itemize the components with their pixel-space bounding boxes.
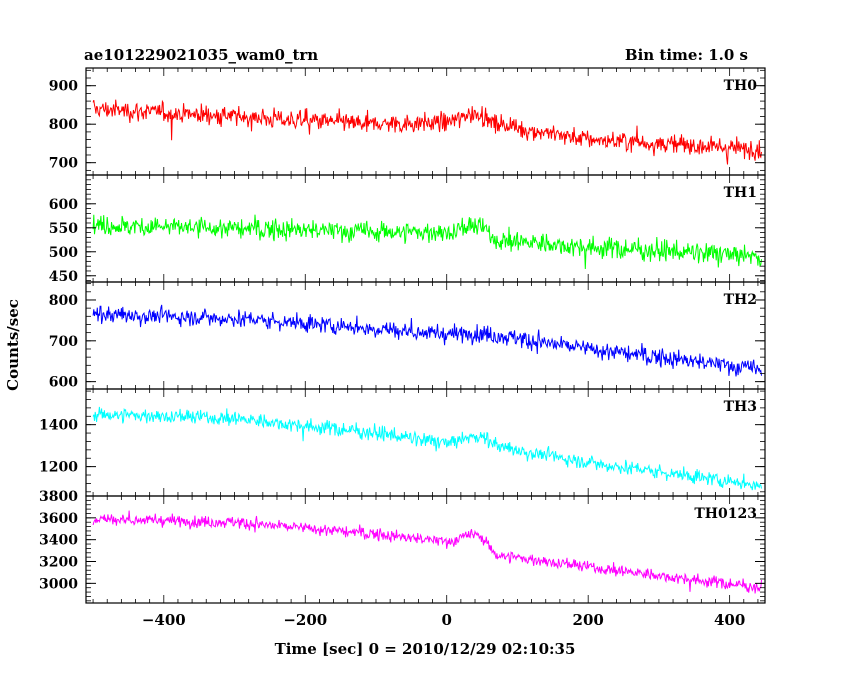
y-tick-label: 450 <box>49 269 78 285</box>
panel-label: TH0123 <box>694 506 757 522</box>
y-tick-label: 3600 <box>39 511 78 527</box>
series-line-th2 <box>92 304 762 377</box>
panels: 700 800 900 TH0 450 500 550 600 TH1 600 700 800 TH2 1… <box>39 67 766 604</box>
x-tick-label: −200 <box>283 611 327 629</box>
panel-frame <box>85 281 766 390</box>
panel-label: TH2 <box>724 292 757 308</box>
panel-th0: 700 800 900 TH0 <box>49 67 766 176</box>
x-axis: −400 −200 0 200 400 <box>142 611 745 629</box>
panel-label: TH3 <box>724 399 757 415</box>
y-tick-label: 3000 <box>39 576 78 592</box>
y-tick-label: 600 <box>49 375 78 391</box>
series-line-th3 <box>92 406 762 491</box>
y-tick-label: 1400 <box>39 418 78 434</box>
series-line-th0 <box>92 99 762 165</box>
y-tick-label: 900 <box>49 79 78 95</box>
panel-label: TH1 <box>724 185 757 201</box>
y-tick-label: 800 <box>49 117 78 133</box>
y-tick-label: 700 <box>49 156 78 172</box>
series-line-th1 <box>92 214 762 270</box>
x-tick-label: 200 <box>573 611 604 629</box>
y-tick-label: 700 <box>49 334 78 350</box>
panel-th2: 600 700 800 TH2 <box>49 281 766 391</box>
panel-th1: 450 500 550 600 TH1 <box>49 174 766 285</box>
x-tick-label: −400 <box>142 611 186 629</box>
panel-th3: 1200 1400 TH3 <box>39 388 766 497</box>
x-tick-label: 400 <box>714 611 745 629</box>
bin-time-label: Bin time: 1.0 s <box>625 46 748 64</box>
panel-frame <box>85 495 766 604</box>
x-tick-label: 0 <box>442 611 452 629</box>
x-axis-label: Time [sec] 0 = 2010/12/29 02:10:35 <box>275 640 576 658</box>
y-tick-label: 1200 <box>39 460 78 476</box>
y-tick-label: 500 <box>49 245 78 261</box>
y-tick-label: 600 <box>49 197 78 213</box>
y-tick-label: 550 <box>49 221 78 237</box>
y-tick-label: 3800 <box>39 489 78 505</box>
panel-th0123: 3000 3200 3400 3600 3800 TH0123 <box>39 489 766 604</box>
y-axis-label: Counts/sec <box>4 299 22 391</box>
y-tick-label: 3400 <box>39 533 78 549</box>
y-tick-label: 3200 <box>39 555 78 571</box>
chart-title: ae101229021035_wam0_trn <box>84 46 318 64</box>
panel-label: TH0 <box>724 78 758 94</box>
y-tick-label: 800 <box>49 293 78 309</box>
series-line-th0123 <box>92 510 762 594</box>
